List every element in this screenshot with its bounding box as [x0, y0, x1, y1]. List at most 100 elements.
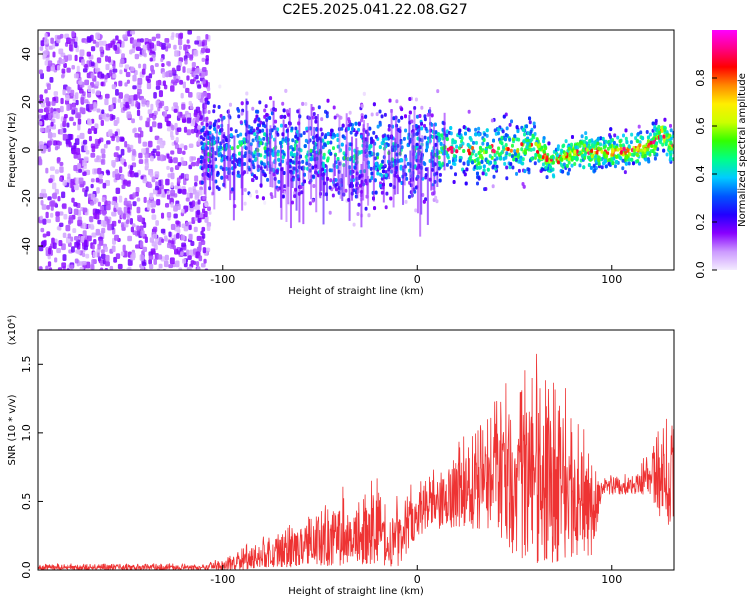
spectrogram-cell — [185, 221, 190, 226]
spectrogram-cell — [582, 165, 586, 170]
spectrogram-cell — [80, 236, 85, 243]
spectrogram-cell — [556, 160, 560, 165]
spectrogram-cell — [152, 233, 158, 239]
spectrogram-cell — [101, 227, 106, 234]
spectrogram-cell — [593, 168, 597, 173]
spectrogram-cell — [199, 189, 203, 196]
spectrogram-cell — [329, 140, 333, 145]
spectrogram-cell — [633, 151, 637, 156]
spectrogram-cell — [49, 77, 54, 83]
spectrogram-cell — [77, 250, 81, 255]
snr-y-tick-label: 1.5 — [20, 356, 33, 374]
spectrogram-cell — [120, 102, 124, 109]
spectrogram-cell — [168, 156, 173, 164]
spectrogram-cell — [515, 149, 519, 154]
spectrogram-cell — [173, 44, 177, 50]
spectrogram-cell — [575, 157, 579, 162]
spectrogram-cell — [171, 32, 175, 38]
spectrogram-cell — [56, 112, 60, 120]
spectrogram-cell — [174, 122, 178, 130]
spectrogram-cell — [533, 155, 537, 160]
spectrogram-cell — [82, 252, 86, 258]
spectrogram-cell — [136, 41, 141, 47]
spectrogram-cell — [279, 123, 283, 128]
spectrogram-cell — [360, 134, 364, 139]
spectrogram-cell — [622, 133, 626, 138]
spectrogram-cell — [101, 109, 105, 115]
spectrogram-cell — [253, 132, 257, 137]
spectrogram-cell — [45, 211, 49, 219]
spectrogram-cell — [166, 211, 172, 218]
spectrogram-cell — [117, 39, 122, 45]
spectrogram-cell — [615, 159, 619, 164]
spectrogram-cell — [114, 131, 118, 137]
spectrogram-cell — [325, 114, 329, 119]
spectrogram-cell — [173, 108, 178, 113]
spectrogram-cell — [424, 126, 428, 131]
spectrogram-cell — [482, 138, 486, 143]
snr-x-tick-label: 0 — [414, 573, 421, 586]
spectrogram-cell — [608, 134, 612, 139]
spectrogram-cell — [626, 148, 630, 153]
spectrogram-cell — [119, 166, 123, 174]
spectrogram-cell — [140, 265, 145, 270]
spectrogram-cell — [616, 135, 620, 140]
spectrogram-cell — [58, 211, 64, 216]
spectrogram-y-label: Frequency (Hz) — [7, 112, 18, 188]
spectrogram-cell — [175, 260, 180, 268]
spectrogram-cell — [235, 159, 239, 164]
spectrogram-cell — [99, 178, 104, 184]
spectrogram-cell — [556, 147, 560, 152]
spectrogram-cell — [293, 194, 297, 199]
spectrogram-cell — [55, 211, 60, 217]
spectrogram-cell — [482, 164, 486, 169]
spectrogram-cell — [151, 214, 157, 220]
spectrogram-cell — [96, 57, 102, 64]
spectrogram-cell — [635, 152, 639, 157]
spectrogram-cell — [149, 263, 154, 270]
spectrogram-cell — [209, 121, 213, 126]
spectrogram-cell — [619, 156, 623, 161]
spectrogram-cell — [81, 260, 87, 266]
spectrogram-cell — [65, 95, 70, 101]
spectrogram-cell — [513, 149, 517, 154]
spectrogram-cell — [254, 117, 258, 122]
spectrogram-cell — [74, 258, 79, 264]
spectrogram-cell — [61, 262, 67, 269]
spectrogram-cell — [486, 141, 490, 146]
spectrogram-cell — [566, 171, 570, 176]
spectrogram-cell — [478, 154, 482, 159]
spectrogram-cell — [120, 157, 124, 164]
spectrogram-cell — [188, 224, 192, 231]
colorbar-tick-label: 0.8 — [694, 69, 707, 87]
spectrogram-cell — [305, 161, 309, 166]
spectrogram-cell — [474, 140, 478, 145]
spectrogram-cell — [143, 222, 147, 228]
spectrogram-cell — [39, 215, 43, 221]
spectrogram-cell — [139, 254, 145, 261]
spectrogram-cell — [51, 100, 56, 106]
spectrogram-cell — [447, 159, 451, 164]
spectrogram-cell — [495, 156, 499, 161]
spectrogram-cell — [202, 208, 206, 214]
spectrogram-cell — [259, 141, 263, 146]
spectrogram-cell — [354, 121, 358, 126]
spectrogram-cell — [378, 145, 382, 150]
spectrogram-cell — [438, 172, 442, 177]
spectrogram-cell — [142, 246, 148, 253]
spectrogram-cell — [547, 141, 551, 146]
spectrogram-cell — [639, 148, 643, 153]
colorbar-tick-label: 0.4 — [694, 165, 707, 183]
spectrogram-cell — [164, 203, 170, 208]
spectrogram-cell — [304, 138, 308, 143]
spectrogram-cell — [583, 143, 587, 148]
spectrogram-cell — [170, 182, 174, 188]
spectrogram-cell — [199, 135, 203, 140]
spectrogram-cell — [476, 181, 480, 186]
spectrogram-cell — [599, 142, 603, 147]
spectrogram-cell — [176, 233, 180, 239]
spectrogram-cell — [477, 132, 481, 137]
spectrogram-cell — [176, 177, 181, 184]
spectrogram-cell — [381, 159, 385, 164]
